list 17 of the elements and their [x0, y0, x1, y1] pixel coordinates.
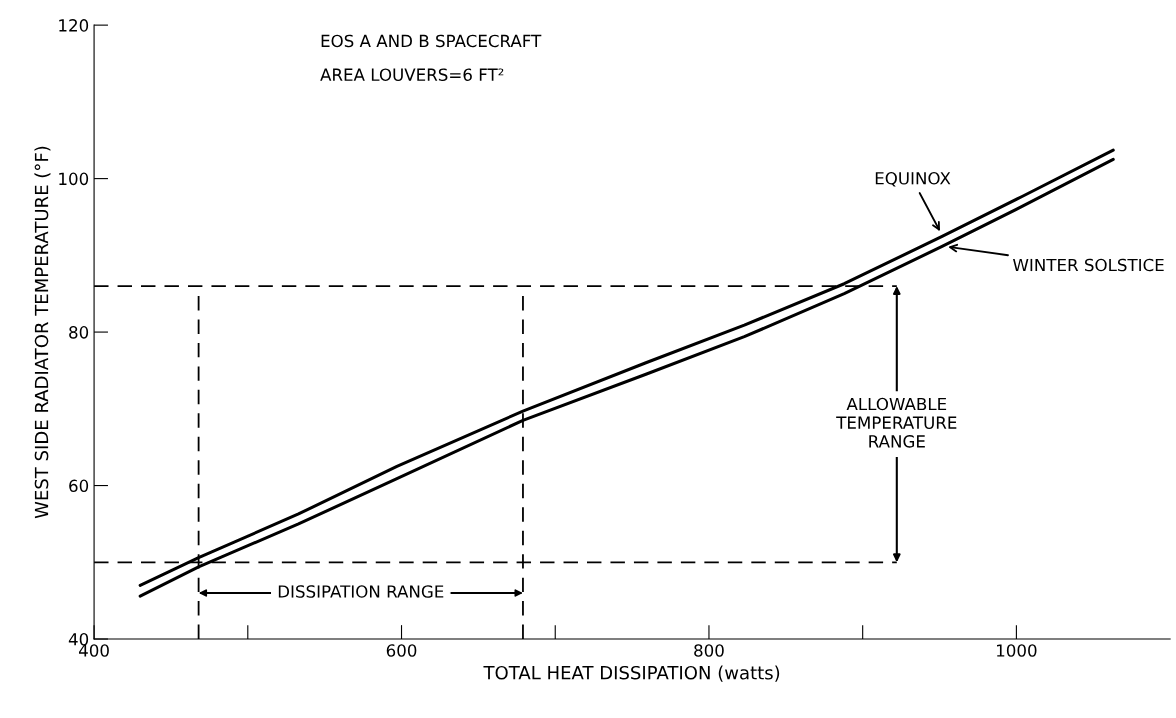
text: EQUINOX — [875, 171, 951, 187]
y-tick-label: 60 — [69, 479, 89, 493]
text: WINTER SOLSTICE — [1013, 258, 1164, 272]
x-axis-title: TOTAL HEAT DISSIPATION (watts) — [483, 665, 780, 682]
y-tick-label: 80 — [69, 326, 89, 339]
annotation: EOS A AND B SPACECRAFT — [321, 34, 542, 48]
y-tick-label: 100 — [59, 172, 89, 186]
annotation: DISSIPATION RANGE — [278, 585, 444, 598]
x-tick-label: 1000 — [997, 644, 1037, 657]
annotation: AREA LOUVERS=6 FT² — [320, 68, 504, 81]
y-tick-label: 40 — [68, 632, 89, 646]
annotation: ALLOWABLE TEMPERATURE RANGE — [836, 397, 957, 448]
x-tick-label: 600 — [386, 644, 417, 657]
y-axis-title: WEST SIDE RADIATOR TEMPERATURE (°F) — [34, 146, 51, 519]
x-tick-label: 800 — [694, 644, 724, 657]
y-tick-label: 120 — [59, 19, 89, 32]
x-tick-label: 400 — [78, 644, 109, 657]
